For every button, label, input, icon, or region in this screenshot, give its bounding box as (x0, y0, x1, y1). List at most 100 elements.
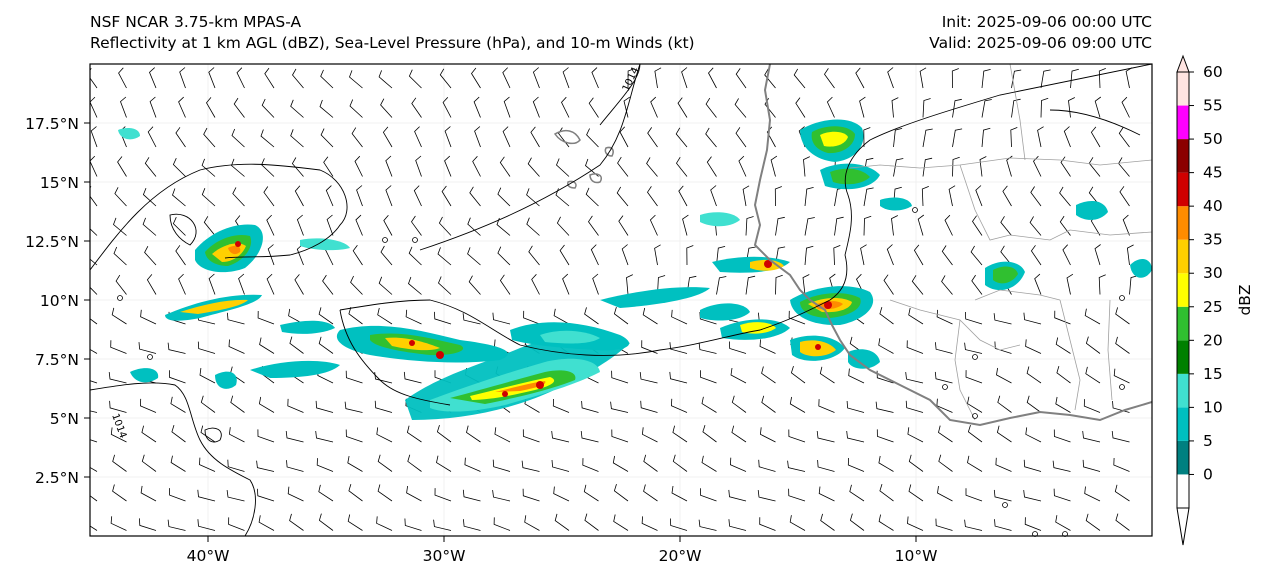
wind-barb (208, 273, 216, 295)
wind-barb (441, 185, 452, 207)
title-line-2: Reflectivity at 1 km AGL (dBZ), Sea-Leve… (90, 34, 695, 52)
wind-barb (354, 155, 363, 177)
wind-barb (318, 513, 334, 531)
colorbar-bottom-extension (1176, 507, 1190, 546)
wind-barb (559, 244, 570, 266)
colorbar-tick-label: 0 (1203, 465, 1213, 483)
wind-barb (113, 217, 127, 236)
wind-barb (1063, 126, 1071, 148)
wind-barb (650, 96, 658, 118)
wind-barb (846, 400, 865, 413)
wind-barb (497, 187, 511, 207)
wind-barb (788, 310, 806, 325)
wind-barb (618, 215, 629, 236)
wind-barb (639, 372, 658, 384)
wind-barb (1023, 490, 1042, 502)
wind-barb (266, 273, 275, 295)
wind-barb (444, 126, 452, 148)
wind-barb (907, 516, 924, 531)
wind-barb (964, 519, 983, 531)
wind-barb (788, 429, 806, 443)
wind-barb (775, 274, 783, 295)
wind-barb (1085, 513, 1101, 531)
wind-barb (1084, 486, 1101, 502)
wind-barb (257, 429, 275, 443)
lon-tick-label: 10°W (895, 547, 938, 565)
wind-barb (90, 96, 98, 118)
wind-barb (1055, 337, 1071, 354)
init-time: Init: 2025-09-06 00:00 UTC (941, 13, 1152, 31)
wind-barb (227, 312, 245, 325)
wind-barb (285, 430, 304, 443)
wind-barb (681, 67, 688, 89)
colorbar-label: dBZ (1236, 284, 1254, 315)
wind-barb (761, 366, 776, 384)
wind-barb (588, 97, 599, 118)
wind-barb (438, 216, 452, 236)
wind-barb (588, 215, 599, 236)
wind-barb (258, 515, 275, 531)
wind-barb (647, 186, 658, 207)
wind-barb (257, 488, 275, 502)
wind-barb (315, 430, 334, 443)
wind-barb (970, 245, 983, 266)
wind-barb (994, 341, 1012, 354)
wind-barb (584, 307, 599, 325)
wind-barb (1030, 245, 1042, 266)
wind-barb (580, 430, 599, 443)
wind-barb (347, 514, 363, 531)
wind-barb (444, 155, 452, 177)
wind-barb (621, 244, 629, 266)
wind-barb (626, 274, 633, 295)
wind-barb (263, 186, 275, 207)
wind-barb (1094, 96, 1102, 118)
wind-barb (141, 425, 157, 443)
colorbar-tick-label: 5 (1203, 432, 1213, 450)
wind-barb (1085, 366, 1101, 384)
wind-barb (612, 455, 629, 472)
wind-barb (139, 518, 157, 531)
wind-barb (90, 466, 98, 472)
wind-barb (178, 96, 186, 118)
wind-barb (878, 514, 894, 531)
wind-barb (114, 187, 127, 207)
wind-barb (319, 99, 334, 118)
wind-barb (975, 185, 983, 207)
wind-barb (377, 484, 393, 502)
wind-barb (139, 398, 157, 413)
wind-barb (90, 258, 98, 266)
wind-barb (108, 372, 127, 384)
wind-barb (413, 185, 422, 207)
wind-barb (347, 456, 363, 472)
colorbar-tick-label: 25 (1203, 298, 1223, 316)
wind-barb (382, 126, 393, 148)
wind-barb (258, 396, 275, 413)
wind-barb (647, 127, 658, 148)
wind-barb (1082, 459, 1101, 472)
wind-barb (1053, 488, 1071, 502)
wind-barb (952, 156, 960, 177)
colorbar-top-extension (1176, 54, 1190, 73)
wind-barb (90, 410, 98, 413)
wind-barb (878, 455, 894, 472)
wind-barb (228, 339, 245, 354)
wind-barb (290, 99, 304, 118)
longitude-axis: 40°W 30°W 20°W 10°W (187, 536, 938, 565)
wind-barb (671, 309, 688, 325)
wind-barb (492, 312, 511, 325)
wind-barb (891, 97, 899, 118)
wind-barb (1023, 459, 1042, 472)
colorbar-segment (1177, 206, 1189, 240)
wind-barb (965, 488, 983, 502)
wind-barb (236, 67, 245, 89)
wind-barb (208, 67, 216, 89)
wind-barb (436, 455, 452, 472)
wind-barb (849, 484, 865, 502)
wind-barb (492, 459, 511, 472)
wind-barb (1083, 399, 1101, 413)
colorbar-tick-label: 30 (1203, 264, 1223, 282)
wind-barb (611, 429, 629, 443)
wind-barb (952, 128, 963, 148)
wind-barb (922, 128, 933, 148)
wind-barb (467, 217, 481, 236)
